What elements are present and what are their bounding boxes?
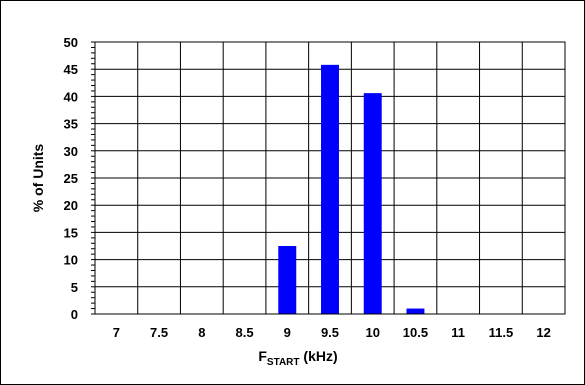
x-tick-label: 9 <box>284 325 291 340</box>
x-tick-labels: 7 7.5 8 8.5 9 9.5 10 10.5 11 11.5 12 <box>113 325 551 340</box>
x-tick-label: 12 <box>536 325 550 340</box>
x-tick-label: 7 <box>113 325 120 340</box>
y-tick-label: 45 <box>64 62 78 77</box>
y-tick-labels: 0 5 10 15 20 25 30 35 40 45 50 <box>64 35 78 322</box>
y-tick-label: 0 <box>71 307 78 322</box>
plot-area-border <box>94 41 566 315</box>
y-tick-label: 20 <box>64 198 78 213</box>
x-tick-label: 7.5 <box>150 325 168 340</box>
y-tick-label: 40 <box>64 89 78 104</box>
y-tick-label: 15 <box>64 225 78 240</box>
x-tick-label: 10.5 <box>403 325 428 340</box>
x-tick-label: 11 <box>451 325 465 340</box>
y-tick-label: 25 <box>64 171 78 186</box>
y-tick-label: 35 <box>64 117 78 132</box>
y-axis-title: % of Units <box>30 144 46 213</box>
y-tick-label: 50 <box>64 35 78 50</box>
x-tick-label: 9.5 <box>321 325 339 340</box>
bar-10 <box>363 93 382 314</box>
x-tick-label: 8 <box>198 325 205 340</box>
bar-9 <box>278 246 297 314</box>
x-axis-title-main: F <box>258 348 267 364</box>
x-axis-title-subscript: START <box>267 357 300 368</box>
bar-9-5 <box>321 64 339 315</box>
x-tick-label: 10 <box>365 325 379 340</box>
x-axis-title: FSTART (kHz) <box>258 348 337 368</box>
x-tick-label: 8.5 <box>236 325 254 340</box>
y-tick-label: 10 <box>64 253 78 268</box>
x-axis-title-suffix: (kHz) <box>300 348 338 364</box>
y-tick-label: 5 <box>71 280 78 295</box>
x-tick-label: 11.5 <box>489 325 514 340</box>
bar-10-5 <box>406 308 425 314</box>
bars <box>278 64 425 315</box>
y-tick-label: 30 <box>64 144 78 159</box>
